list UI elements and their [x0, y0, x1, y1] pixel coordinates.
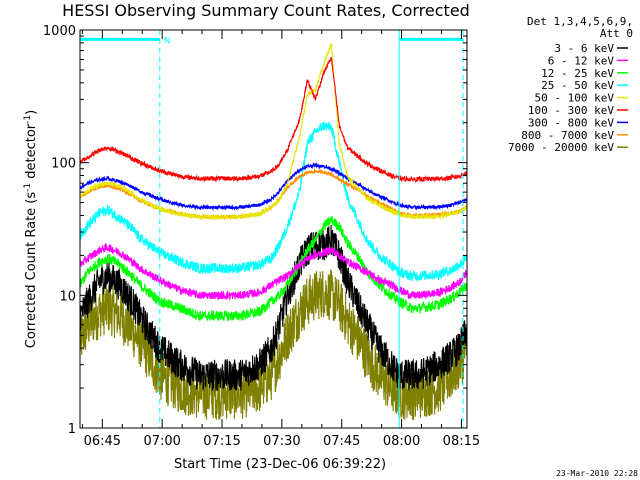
x-tick-label: 07:15	[203, 434, 240, 449]
legend-entry-label: 50 - 100 keV	[535, 92, 615, 105]
x-tick-label: 07:30	[263, 434, 300, 449]
series-line-3-6	[79, 224, 468, 391]
series-line-25-50	[79, 121, 468, 282]
timestamp: 23-Mar-2010 22:28	[556, 469, 638, 478]
series-line-50-100	[79, 43, 468, 221]
legend-entry-label: 7000 - 20000 keV	[508, 141, 614, 154]
legend-header-attenuator: Att 0	[600, 27, 633, 40]
series-line-12-25	[79, 215, 468, 322]
x-axis: 06:45 07:00 07:15 07:30 07:45 08:00 08:15	[81, 30, 480, 449]
chart-title: HESSI Observing Summary Count Rates, Cor…	[62, 1, 470, 20]
legend-entry-label: 300 - 800 keV	[528, 116, 614, 129]
x-tick-label: 08:00	[383, 434, 420, 449]
y-tick-label: 100	[51, 157, 76, 172]
x-tick-label: 08:15	[443, 434, 480, 449]
series-layer	[79, 43, 468, 420]
y-tick-label: 1000	[43, 24, 76, 39]
legend-entry-label: 800 - 7000 keV	[521, 129, 614, 142]
y-axis-label: Corrected Count Rate (s-1 detector-1)	[23, 110, 39, 348]
plot-frame	[79, 29, 468, 429]
series-line-7000-20000	[79, 269, 468, 420]
y-tick-label: 10	[59, 289, 76, 304]
series-line-300-800	[79, 162, 468, 212]
legend-entry-label: 6 - 12 keV	[548, 54, 615, 67]
legend-entry-label: 100 - 300 keV	[528, 104, 614, 117]
legend-entry-label: 25 - 50 keV	[541, 79, 614, 92]
y-axis: 1 10 100 1000	[43, 24, 467, 437]
interval-flag-label: N	[164, 36, 171, 46]
legend-header-detectors: Det 1,3,4,5,6,9,	[527, 15, 633, 28]
legend-entry-label: 12 - 25 keV	[541, 67, 614, 80]
series-line-6-12	[79, 242, 468, 301]
legend-entry-label: 3 - 6 keV	[554, 42, 614, 55]
x-tick-label: 07:00	[143, 434, 180, 449]
y-tick-label: 1	[68, 422, 76, 437]
x-axis-label: Start Time (23-Dec-06 06:39:22)	[174, 457, 386, 472]
series-line-100-300	[79, 57, 468, 183]
x-tick-label: 07:45	[323, 434, 360, 449]
annotation-layer: N	[80, 30, 464, 428]
x-tick-label: 06:45	[84, 434, 121, 449]
